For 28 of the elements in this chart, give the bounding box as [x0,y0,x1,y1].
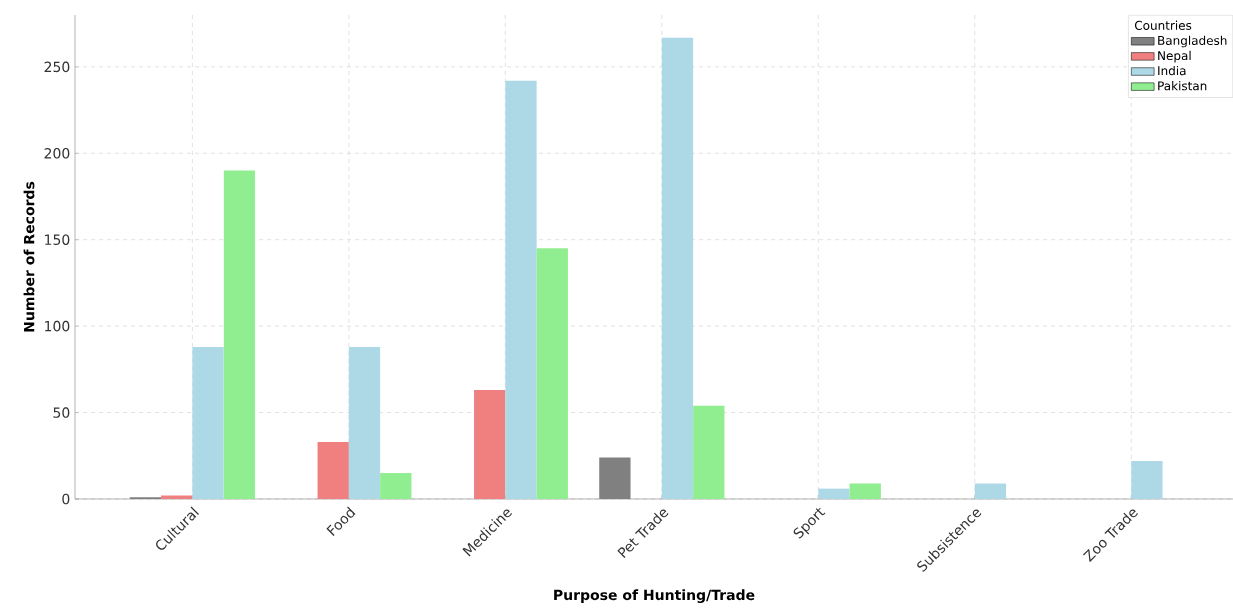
bar [317,441,349,499]
bar [223,170,255,499]
legend-label: Bangladesh [1158,35,1227,48]
bar [348,346,381,499]
y-tick-label: 250 [44,61,70,73]
bar [849,483,881,499]
y-tick-label: 100 [45,320,70,332]
bar [505,80,537,499]
y-tick-label: 150 [45,234,70,245]
bar [474,390,506,499]
x-axis-title: Purpose of Hunting/Trade [554,589,755,603]
bar [380,473,412,499]
y-tick-label: 50 [53,407,70,418]
bar [536,248,568,499]
y-axis-title: Number of Records [23,181,35,332]
bar [974,483,1007,499]
bar [1131,460,1163,499]
legend-label: India [1158,65,1186,76]
bar [192,346,224,499]
bar [818,488,850,499]
legend-label: Pakistan [1158,81,1207,91]
legend-title: Countries [1134,20,1192,30]
y-tick-label: 200 [44,147,70,159]
y-tick-label: 0 [62,493,70,505]
legend-label: Nepal [1158,50,1191,63]
bar [599,457,631,499]
bar [693,405,725,499]
bar [661,37,694,499]
